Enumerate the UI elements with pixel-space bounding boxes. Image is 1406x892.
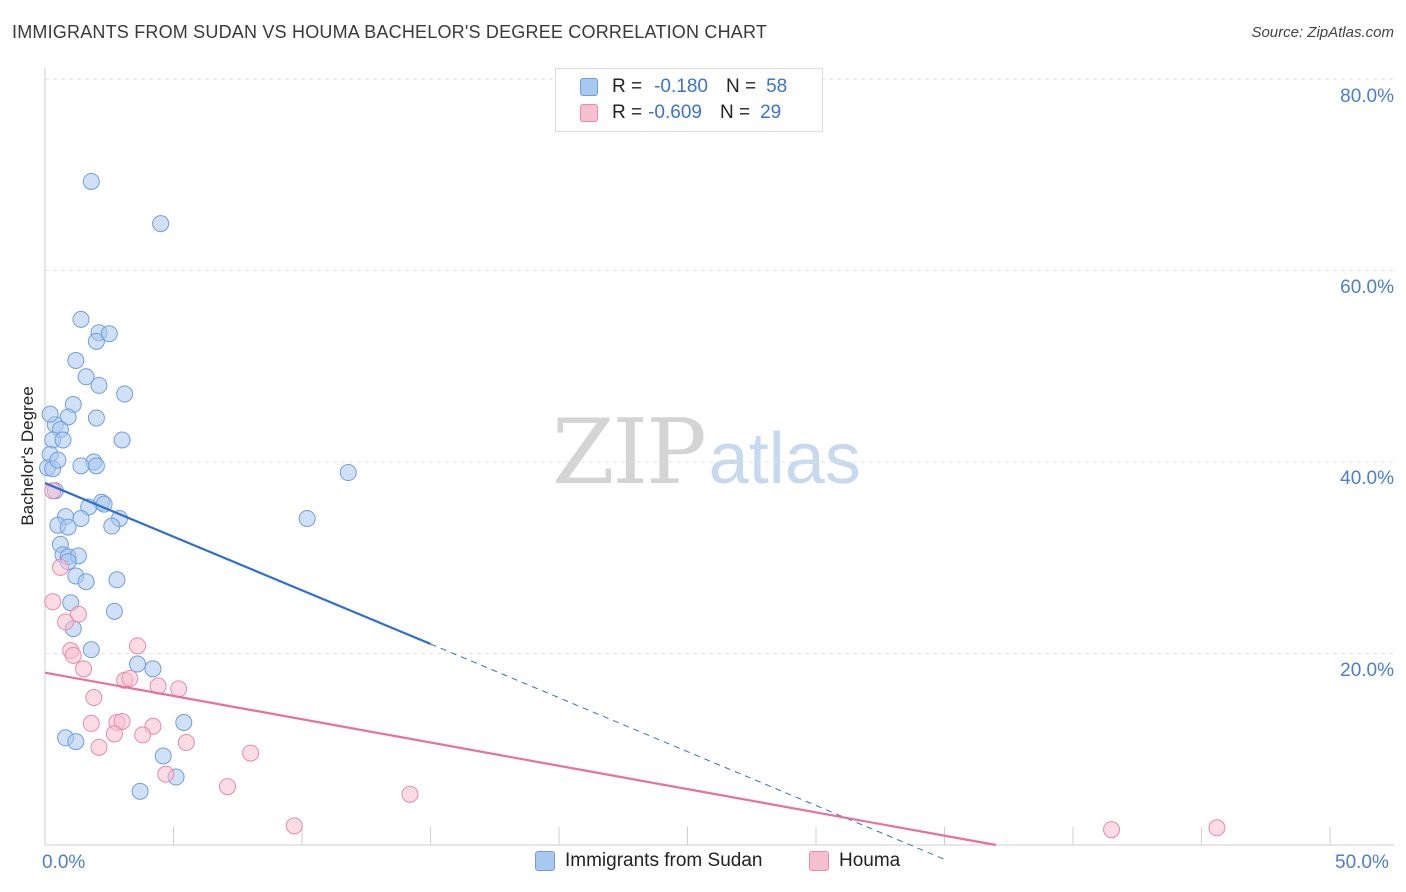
trendline-extension-sudan bbox=[430, 643, 945, 860]
point-sudan bbox=[103, 517, 121, 535]
point-houma bbox=[69, 605, 87, 623]
stats-row-sudan: R = -0.180 N = 58 bbox=[580, 75, 787, 99]
stats-swatch-houma bbox=[580, 104, 598, 122]
point-sudan bbox=[54, 431, 72, 449]
point-sudan bbox=[175, 713, 193, 731]
point-sudan bbox=[129, 655, 147, 673]
point-houma bbox=[242, 744, 260, 762]
point-houma bbox=[134, 726, 152, 744]
point-sudan bbox=[49, 451, 67, 469]
point-sudan bbox=[116, 385, 134, 403]
point-sudan bbox=[87, 332, 105, 350]
point-sudan bbox=[100, 325, 118, 343]
legend-item-sudan[interactable]: Immigrants from Sudan bbox=[535, 850, 762, 872]
chart-source: Source: ZipAtlas.com bbox=[1251, 24, 1394, 41]
point-sudan bbox=[77, 368, 95, 386]
y-tick-label-20: 20.0% bbox=[1340, 660, 1394, 681]
stats-row-houma: R = -0.609 N = 29 bbox=[580, 101, 781, 125]
point-houma bbox=[1208, 819, 1226, 837]
point-sudan bbox=[87, 457, 105, 475]
point-houma bbox=[85, 689, 103, 707]
trendline-houma bbox=[44, 671, 997, 847]
point-sudan bbox=[72, 509, 90, 527]
point-houma bbox=[113, 712, 131, 730]
x-tick-label-min: 0.0% bbox=[42, 852, 86, 873]
point-sudan bbox=[77, 573, 95, 591]
point-houma bbox=[1103, 821, 1121, 839]
point-houma bbox=[285, 817, 303, 835]
point-sudan bbox=[108, 571, 126, 589]
stats-n-value: 58 bbox=[766, 76, 788, 97]
point-houma bbox=[401, 785, 419, 803]
point-houma bbox=[121, 669, 139, 687]
stats-n-label: N = bbox=[725, 76, 757, 97]
stats-r-label: R = bbox=[612, 76, 643, 97]
stats-r-value: -0.180 bbox=[654, 76, 708, 97]
point-houma bbox=[218, 778, 236, 796]
point-houma bbox=[157, 765, 175, 783]
legend-label-houma: Houma bbox=[839, 850, 901, 871]
stats-r-label: R = bbox=[612, 102, 643, 123]
point-sudan bbox=[144, 660, 162, 678]
point-sudan bbox=[131, 782, 149, 800]
stats-r-value: -0.609 bbox=[648, 102, 702, 123]
legend-item-houma[interactable]: Houma bbox=[809, 850, 900, 872]
point-sudan bbox=[105, 602, 123, 620]
watermark: ZIPatlas bbox=[552, 400, 861, 505]
point-houma bbox=[105, 725, 123, 743]
point-houma bbox=[75, 660, 93, 678]
point-sudan bbox=[152, 215, 170, 233]
point-sudan bbox=[59, 518, 77, 536]
point-sudan bbox=[87, 409, 105, 427]
watermark-atlas: atlas bbox=[708, 419, 861, 499]
point-sudan bbox=[339, 464, 357, 482]
point-houma bbox=[82, 714, 100, 732]
point-sudan bbox=[72, 310, 90, 328]
point-houma bbox=[90, 738, 108, 756]
point-houma bbox=[64, 646, 82, 664]
point-sudan bbox=[113, 431, 131, 449]
x-tick-label-max: 50.0% bbox=[1335, 852, 1389, 873]
point-sudan bbox=[41, 405, 59, 423]
point-sudan bbox=[298, 509, 316, 527]
point-houma bbox=[57, 613, 75, 631]
watermark-zip: ZIP bbox=[552, 400, 707, 505]
point-houma bbox=[177, 734, 195, 752]
point-sudan bbox=[82, 172, 100, 190]
point-houma bbox=[51, 558, 69, 576]
point-sudan bbox=[72, 457, 90, 475]
point-sudan bbox=[59, 408, 77, 426]
point-houma bbox=[170, 680, 188, 698]
stats-legend: R = -0.180 N = 58 R = -0.609 N = 29 bbox=[555, 68, 823, 132]
y-axis-label: Bachelor's Degree bbox=[18, 386, 37, 526]
stats-n-label: N = bbox=[719, 102, 751, 123]
legend-swatch-sudan bbox=[535, 851, 555, 871]
legend: Immigrants from Sudan Houma bbox=[0, 850, 1406, 878]
stats-swatch-sudan bbox=[580, 78, 598, 96]
chart-title: IMMIGRANTS FROM SUDAN VS HOUMA BACHELOR'… bbox=[12, 22, 768, 42]
point-houma bbox=[129, 637, 147, 655]
y-tick-label-80: 80.0% bbox=[1340, 86, 1394, 107]
y-tick-label-40: 40.0% bbox=[1340, 468, 1394, 489]
point-sudan bbox=[82, 641, 100, 659]
point-sudan bbox=[67, 733, 85, 751]
point-sudan bbox=[90, 376, 108, 394]
point-sudan bbox=[154, 747, 172, 765]
legend-swatch-houma bbox=[809, 851, 829, 871]
y-tick-label-60: 60.0% bbox=[1340, 277, 1394, 298]
trendline-sudan bbox=[44, 482, 431, 645]
point-houma bbox=[44, 593, 62, 611]
stats-n-value: 29 bbox=[760, 102, 782, 123]
legend-label-sudan: Immigrants from Sudan bbox=[565, 850, 763, 871]
point-sudan bbox=[67, 352, 85, 370]
